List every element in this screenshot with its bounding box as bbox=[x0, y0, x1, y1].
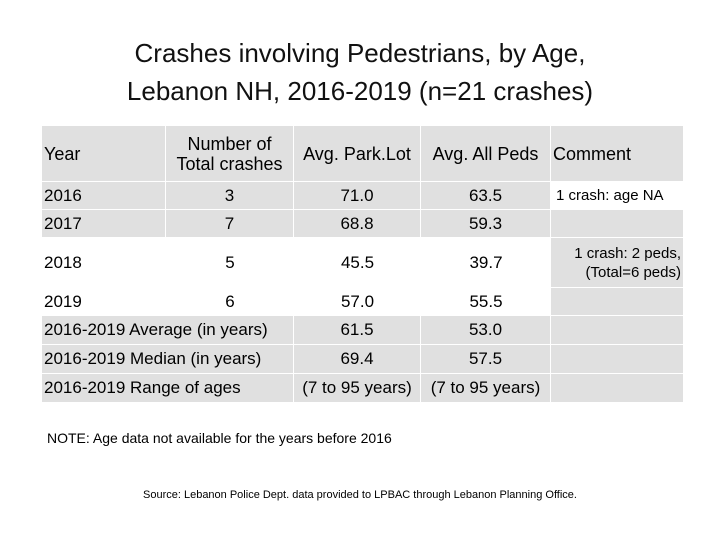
row-2016-all: 63.5 bbox=[421, 182, 551, 210]
header-total-crashes: Number of Total crashes bbox=[166, 126, 294, 182]
row-2016-total: 3 bbox=[166, 182, 294, 210]
row-2018-all: 39.7 bbox=[469, 253, 503, 272]
header-avg-all-peds: Avg. All Peds bbox=[421, 126, 551, 182]
summary-range-comment bbox=[551, 374, 684, 403]
title-line-1: Crashes involving Pedestrians, by Age, bbox=[134, 38, 586, 68]
row-2019-total: 6 bbox=[225, 292, 235, 311]
row-2016-park: 71.0 bbox=[294, 182, 421, 210]
summary-range-park: (7 to 95 years) bbox=[294, 374, 421, 403]
summary-median-comment bbox=[551, 345, 684, 374]
header-avg-park-lot: Avg. Park.Lot bbox=[294, 126, 421, 182]
row-2017-all: 59.3 bbox=[421, 210, 551, 238]
summary-median-all: 57.5 bbox=[421, 345, 551, 374]
row-2017-comment bbox=[551, 210, 684, 238]
summary-median-park: 69.4 bbox=[294, 345, 421, 374]
summary-median-label: 2016-2019 Median (in years) bbox=[42, 345, 294, 374]
header-year: Year bbox=[42, 126, 166, 182]
summary-average-all: 53.0 bbox=[421, 316, 551, 345]
source-citation: Source: Lebanon Police Dept. data provid… bbox=[143, 489, 577, 501]
row-2017-total: 7 bbox=[166, 210, 294, 238]
row-2018-total: 5 bbox=[225, 253, 235, 272]
row-2019-all: 55.5 bbox=[469, 292, 503, 311]
summary-average-park: 61.5 bbox=[294, 316, 421, 345]
row-2018-comment: 1 crash: 2 peds, (Total=6 peds) bbox=[551, 238, 684, 288]
summary-range-all: (7 to 95 years) bbox=[421, 374, 551, 403]
row-2018-park: 45.5 bbox=[340, 253, 375, 272]
slide-title: Crashes involving Pedestrians, by Age, L… bbox=[0, 34, 720, 110]
row-2019-year: 2019 bbox=[44, 292, 82, 311]
row-2017-year: 2017 bbox=[42, 210, 166, 238]
row-2016-year: 2016 bbox=[42, 182, 166, 210]
row-2018-year: 2018 bbox=[44, 253, 82, 272]
row-2018-comment-line1: 1 crash: 2 peds, bbox=[574, 244, 681, 262]
row-2019-comment bbox=[551, 288, 684, 316]
header-total-line1: Number of bbox=[187, 133, 272, 154]
row-2017-park: 68.8 bbox=[294, 210, 421, 238]
header-total-line2: Total crashes bbox=[176, 153, 283, 174]
summary-average-comment bbox=[551, 316, 684, 345]
row-2018-comment-line2: (Total=6 peds) bbox=[585, 263, 681, 281]
row-2019-park: 57.0 bbox=[340, 292, 375, 311]
row-2016-comment: 1 crash: age NA bbox=[556, 187, 664, 204]
summary-average-label: 2016-2019 Average (in years) bbox=[42, 316, 294, 345]
summary-range-label: 2016-2019 Range of ages bbox=[42, 374, 294, 403]
title-line-2: Lebanon NH, 2016-2019 (n=21 crashes) bbox=[126, 76, 594, 106]
header-comment: Comment bbox=[551, 126, 684, 182]
footnote: NOTE: Age data not available for the yea… bbox=[47, 430, 392, 446]
